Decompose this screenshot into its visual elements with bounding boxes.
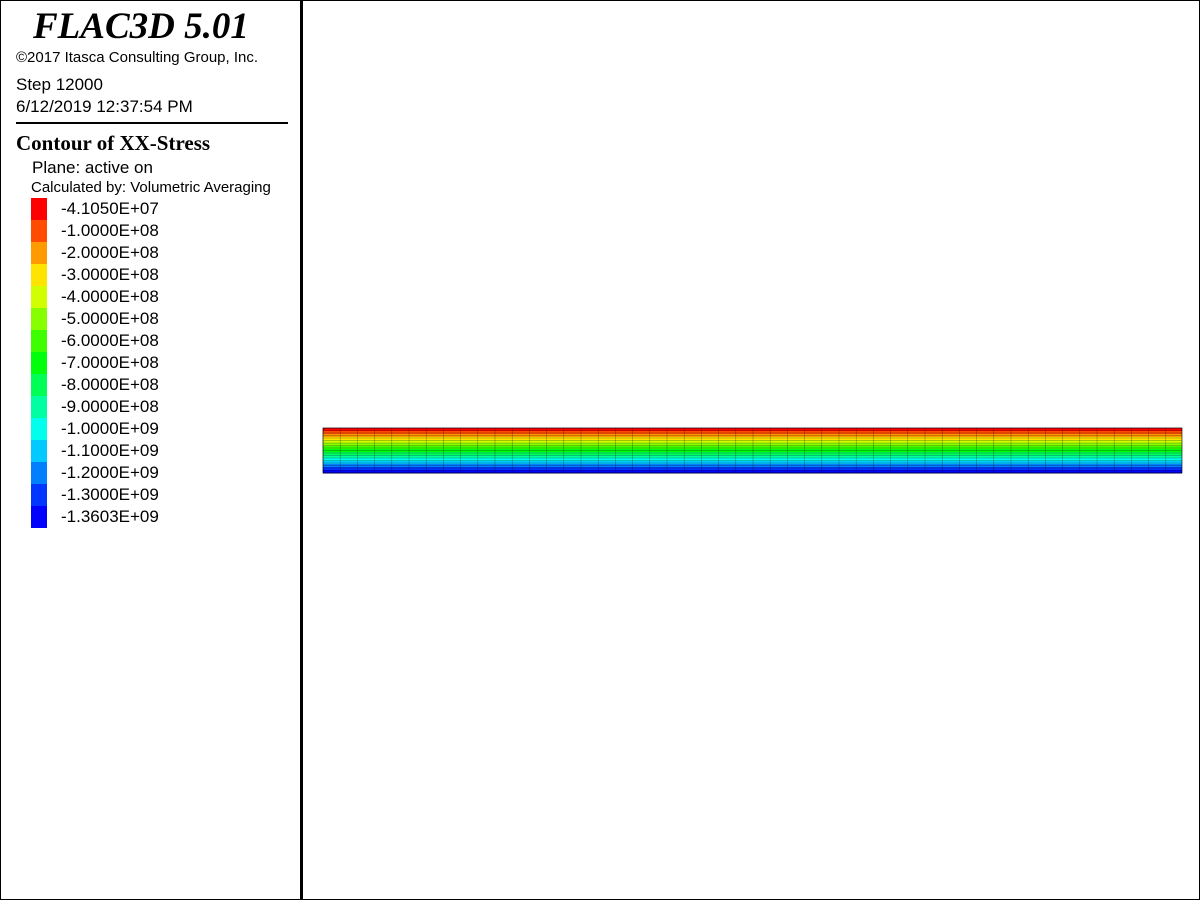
legend-label: -7.0000E+08	[61, 353, 159, 372]
legend-plane: Plane: active on	[32, 158, 153, 177]
legend-method: Calculated by: Volumetric Averaging	[31, 179, 271, 196]
legend-label: -1.3000E+09	[61, 485, 159, 504]
legend-label: -4.1050E+07	[61, 199, 159, 218]
legend-swatch	[31, 484, 47, 506]
contour-band	[323, 449, 1182, 453]
contour-band	[323, 470, 1182, 474]
legend-swatch	[31, 330, 47, 352]
legend-label: -1.1000E+09	[61, 441, 159, 460]
legend-swatch	[31, 374, 47, 396]
separator	[16, 122, 288, 124]
legend-label: -3.0000E+08	[61, 265, 159, 284]
legend-label: -8.0000E+08	[61, 375, 159, 394]
contour-band	[323, 461, 1182, 465]
legend-label: -9.0000E+08	[61, 397, 159, 416]
legend-swatch	[31, 264, 47, 286]
step: Step 12000	[16, 75, 103, 94]
contour-band	[323, 440, 1182, 444]
legend-swatch	[31, 440, 47, 462]
legend-label: -1.0000E+08	[61, 221, 159, 240]
legend-label: -5.0000E+08	[61, 309, 159, 328]
legend-swatch	[31, 308, 47, 330]
legend-swatch	[31, 506, 47, 528]
contour-band	[323, 455, 1182, 459]
legend-swatch	[31, 396, 47, 418]
contour-band	[323, 446, 1182, 450]
legend-swatch	[31, 352, 47, 374]
contour-band	[323, 464, 1182, 468]
legend-swatch	[31, 242, 47, 264]
contour-band	[323, 443, 1182, 447]
info-panel: FLAC3D 5.01 ©2017 Itasca Consulting Grou…	[1, 1, 303, 899]
contour-band	[323, 431, 1182, 435]
legend-label: -1.2000E+09	[61, 463, 159, 482]
contour-band	[323, 428, 1182, 432]
timestamp: 6/12/2019 12:37:54 PM	[16, 97, 193, 116]
legend-title: Contour of XX-Stress	[16, 131, 211, 155]
contour-band	[323, 458, 1182, 462]
copyright: ©2017 Itasca Consulting Group, Inc.	[16, 49, 259, 66]
legend-label: -6.0000E+08	[61, 331, 159, 350]
legend-label: -4.0000E+08	[61, 287, 159, 306]
legend-swatch	[31, 286, 47, 308]
legend-label: -1.3603E+09	[61, 507, 159, 526]
contour-band	[323, 452, 1182, 456]
legend-swatch	[31, 198, 47, 220]
legend-label: -1.0000E+09	[61, 419, 159, 438]
app-title: FLAC3D 5.01	[33, 6, 249, 47]
legend-swatch	[31, 418, 47, 440]
contour-band	[323, 434, 1182, 438]
legend-swatch	[31, 462, 47, 484]
legend-swatch	[31, 220, 47, 242]
model-outline	[322, 427, 1183, 474]
contour-band	[323, 467, 1182, 471]
legend-label: -2.0000E+08	[61, 243, 159, 262]
contour-band	[323, 437, 1182, 441]
